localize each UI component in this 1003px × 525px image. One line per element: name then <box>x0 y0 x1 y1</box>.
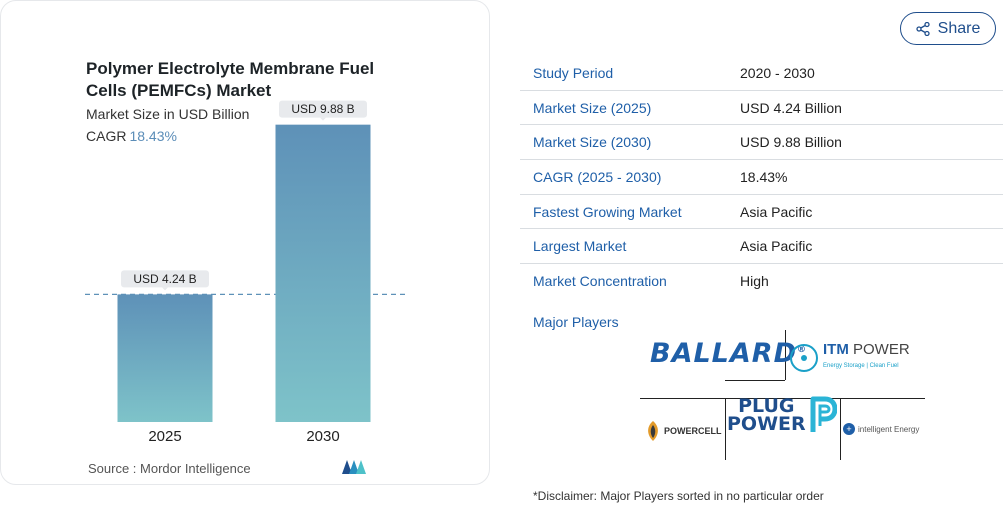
logo-divider <box>725 398 726 460</box>
row-key: Market Size (2025) <box>533 99 652 116</box>
chart-source: Source : Mordor Intelligence <box>88 461 251 476</box>
major-players-logos: BALLARD® ITM POWER Energy Storage | Clea… <box>640 330 925 460</box>
data-label-box <box>279 100 367 118</box>
logo-divider <box>640 398 925 399</box>
intelligent-energy-logo: + intelligent Energy <box>843 423 919 435</box>
market-snapshot-table: Study Period 2020 - 2030 Market Size (202… <box>520 56 1003 299</box>
row-key: Largest Market <box>533 238 627 255</box>
share-button[interactable]: Share <box>900 12 996 45</box>
logo-divider <box>725 380 785 381</box>
itm-circle-icon <box>790 344 818 372</box>
row-key: Study Period <box>533 64 614 81</box>
table-row: Market Size (2030) USD 9.88 Billion <box>520 125 1003 161</box>
bar-chart: USD 4.24 B 2025 USD 9.88 B 2030 <box>85 100 405 445</box>
plug-power-text: PLUG POWER <box>727 395 806 435</box>
itm-tagline: Energy Storage | Clean Fuel <box>823 363 899 369</box>
row-value: Asia Pacific <box>740 238 813 255</box>
itm-text: ITM POWER Energy Storage | Clean Fuel <box>823 342 910 374</box>
plug-name-1: PLUG <box>738 395 795 417</box>
itm-power-logo: ITM POWER Energy Storage | Clean Fuel <box>790 342 910 374</box>
chart-title: Polymer Electrolyte Membrane Fuel Cells … <box>86 59 375 100</box>
logo-divider <box>785 330 786 380</box>
plug-power-logo: PLUG POWER <box>727 396 837 434</box>
powercell-name: POWERCELL <box>664 426 722 436</box>
itm-name-2: POWER <box>853 341 910 358</box>
ballard-name: BALLARD <box>650 338 797 369</box>
cagr-label: CAGR <box>86 128 127 144</box>
row-key: Market Concentration <box>533 273 667 290</box>
table-row: CAGR (2025 - 2030) 18.43% <box>520 160 1003 195</box>
row-value: Asia Pacific <box>740 203 813 220</box>
x-tick-label: 2025 <box>148 428 181 445</box>
table-row: Largest Market Asia Pacific <box>520 229 1003 265</box>
chart-subtitle: Market Size in USD Billion <box>86 106 250 122</box>
row-key: CAGR (2025 - 2030) <box>533 168 662 185</box>
mordor-intelligence-logo-icon <box>342 460 366 474</box>
row-value: USD 4.24 Billion <box>740 99 842 116</box>
disclaimer: *Disclaimer: Major Players sorted in no … <box>533 489 824 503</box>
powercell-logo: POWERCELL <box>645 420 722 442</box>
row-value: 18.43% <box>740 168 788 185</box>
ballard-logo: BALLARD® <box>650 338 807 369</box>
table-row: Market Concentration High <box>520 264 1003 299</box>
chart-cagr: CAGR 18.43% <box>86 128 177 144</box>
table-row: Market Size (2025) USD 4.24 Billion <box>520 91 1003 126</box>
row-value: USD 9.88 Billion <box>740 134 842 151</box>
itm-name-1: ITM <box>823 341 849 358</box>
row-key: Fastest Growing Market <box>533 203 682 220</box>
data-label-box <box>121 270 209 288</box>
x-tick-label: 2030 <box>306 428 339 445</box>
cagr-value: 18.43% <box>129 128 177 144</box>
major-players-title: Major Players <box>533 314 619 330</box>
intelligent-energy-icon: + <box>843 423 855 435</box>
share-label: Share <box>937 19 981 37</box>
row-value: High <box>740 273 769 290</box>
table-row: Fastest Growing Market Asia Pacific <box>520 195 1003 230</box>
share-icon <box>915 21 930 36</box>
plug-name-2: POWER <box>727 413 806 435</box>
data-label: USD 9.88 B <box>291 102 354 116</box>
bar-2025 <box>117 294 213 422</box>
data-label-pointer <box>320 117 326 121</box>
intelligent-energy-name: intelligent Energy <box>858 424 920 434</box>
bar-2030 <box>275 124 371 422</box>
table-row: Study Period 2020 - 2030 <box>520 56 1003 91</box>
data-label-pointer <box>162 287 168 291</box>
powercell-leaf-icon <box>648 421 658 441</box>
chart-card: USD 4.24 B 2025 USD 9.88 B 2030 Polymer Ele… <box>0 0 490 485</box>
logo-divider <box>840 398 841 460</box>
row-key: Market Size (2030) <box>533 134 652 151</box>
row-value: 2020 - 2030 <box>740 64 815 81</box>
plug-power-p-icon <box>810 396 837 432</box>
data-label: USD 4.24 B <box>133 272 196 286</box>
